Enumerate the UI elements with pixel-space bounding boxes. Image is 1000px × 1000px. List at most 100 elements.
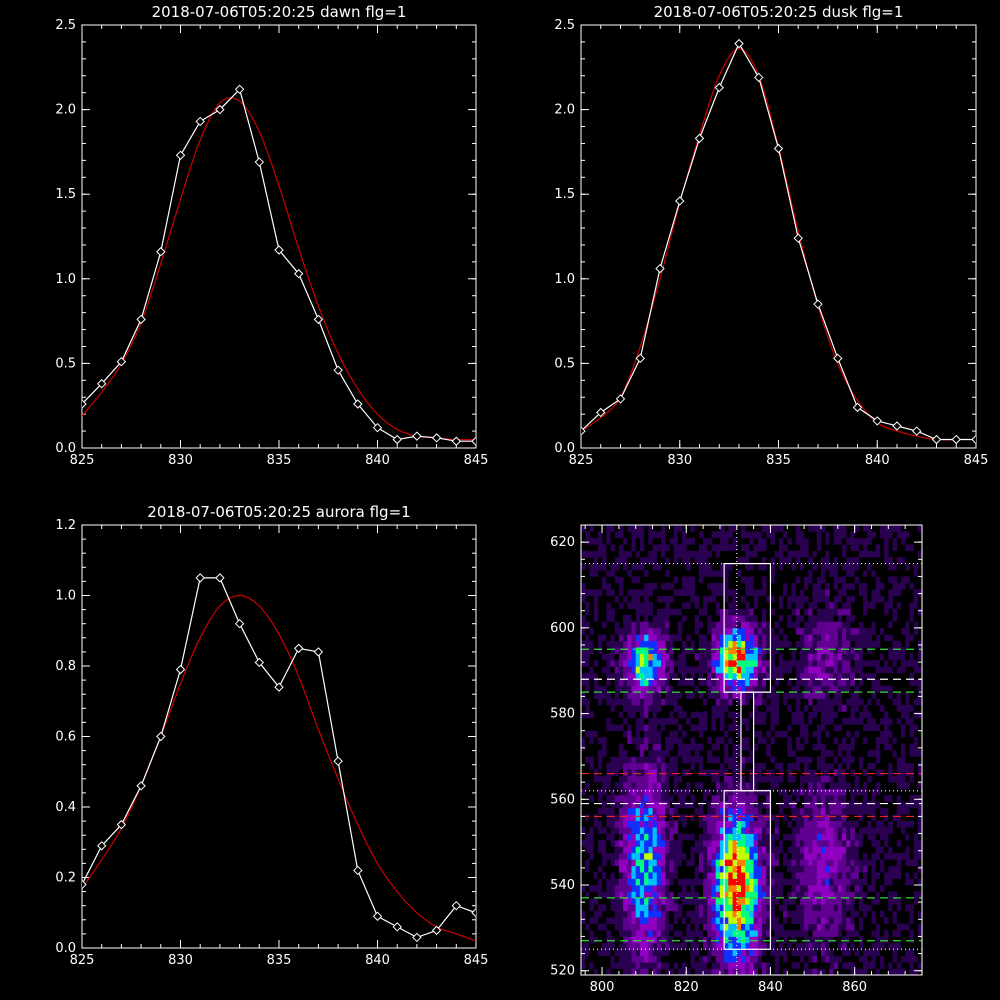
- heatmap-cell: [610, 595, 616, 603]
- heatmap-cell: [715, 666, 721, 674]
- heatmap-cell: [896, 942, 902, 950]
- heatmap-cell: [837, 525, 843, 532]
- heatmap-cell: [888, 865, 893, 873]
- heatmap-cell: [766, 621, 771, 629]
- heatmap-cell: [821, 672, 826, 680]
- heatmap-cell: [791, 949, 797, 957]
- heatmap-cell: [825, 885, 830, 892]
- heatmap-cell: [669, 711, 674, 719]
- heatmap-cell: [715, 627, 721, 635]
- heatmap-cell: [673, 904, 679, 912]
- heatmap-cell: [812, 570, 818, 577]
- heatmap-cell: [602, 891, 607, 899]
- heatmap-cell: [673, 537, 679, 545]
- heatmap-cell: [627, 570, 632, 577]
- heatmap-cell: [610, 807, 616, 815]
- heatmap-cell: [829, 685, 834, 693]
- heatmap-cell: [778, 788, 784, 796]
- heatmap-cell: [606, 627, 611, 635]
- heatmap-cell: [623, 537, 628, 545]
- heatmap-cell: [707, 640, 712, 648]
- heatmap-cell: [745, 930, 750, 937]
- heatmap-cell: [686, 602, 691, 609]
- heatmap-cell: [778, 859, 784, 867]
- heatmap-cell: [909, 872, 914, 879]
- heatmap-cell: [631, 949, 637, 957]
- heatmap-cell: [652, 942, 658, 950]
- heatmap-cell: [812, 653, 818, 661]
- heatmap-cell: [884, 743, 889, 751]
- heatmap-cell: [753, 878, 759, 886]
- heatmap-cell: [728, 743, 733, 751]
- heatmap-cell: [858, 602, 864, 609]
- heatmap-cell: [837, 814, 843, 822]
- heatmap-cell: [682, 833, 687, 841]
- heatmap-cell: [741, 615, 746, 622]
- heatmap-cell: [715, 621, 721, 629]
- heatmap-cell: [884, 762, 889, 770]
- heatmap-cell: [719, 692, 725, 699]
- heatmap-cell: [745, 827, 750, 834]
- heatmap-cell: [610, 525, 616, 532]
- plot-frame: [580, 24, 977, 449]
- heatmap-cell: [816, 923, 822, 931]
- heatmap-cell: [661, 936, 666, 944]
- heatmap-cell: [741, 621, 746, 629]
- heatmap-cell: [863, 942, 868, 950]
- heatmap-cell: [715, 544, 721, 552]
- heatmap-cell: [593, 917, 599, 924]
- heatmap-cell: [639, 640, 645, 648]
- heatmap-cell: [656, 647, 662, 654]
- heatmap-cell: [644, 717, 649, 725]
- heatmap-cell: [593, 666, 599, 674]
- heatmap-cell: [724, 615, 729, 622]
- heatmap-cell: [854, 859, 860, 867]
- heatmap-cell: [854, 531, 860, 539]
- heatmap-cell: [854, 647, 860, 654]
- heatmap-cell: [753, 698, 759, 706]
- heatmap-cell: [766, 872, 771, 879]
- heatmap-cell: [732, 711, 738, 719]
- heatmap-cell: [808, 525, 813, 532]
- heatmap-cell: [816, 531, 822, 539]
- heatmap-cell: [787, 775, 792, 783]
- heatmap-cell: [610, 891, 616, 899]
- heatmap-cell: [694, 730, 700, 738]
- heatmap-cell: [698, 840, 704, 847]
- heatmap-cell: [694, 756, 700, 764]
- heatmap-cell: [732, 692, 738, 699]
- heatmap-cell: [585, 737, 590, 744]
- heatmap-cell: [618, 724, 624, 732]
- heatmap-cell: [597, 750, 603, 757]
- heatmap-cell: [623, 589, 628, 597]
- heatmap-cell: [686, 936, 691, 944]
- heatmap-cell: [661, 878, 666, 886]
- heatmap-cell: [719, 653, 725, 661]
- heatmap-cell: [732, 795, 738, 802]
- heatmap-cell: [715, 698, 721, 706]
- heatmap-cell: [778, 640, 784, 648]
- heatmap-cell: [631, 930, 637, 937]
- heatmap-cell: [871, 852, 877, 860]
- heatmap-cell: [698, 724, 704, 732]
- heatmap-cell: [661, 872, 666, 879]
- heatmap-cell: [778, 923, 784, 931]
- heatmap-cell: [665, 885, 670, 892]
- heatmap-cell: [867, 846, 872, 854]
- heatmap-cell: [618, 762, 624, 770]
- heatmap-cell: [854, 852, 860, 860]
- heatmap-cell: [745, 717, 750, 725]
- heatmap-cell: [597, 634, 603, 642]
- heatmap-cell: [812, 679, 818, 687]
- heatmap-cell: [871, 955, 877, 963]
- heatmap-cell: [821, 769, 826, 777]
- heatmap-cell: [648, 692, 653, 699]
- heatmap-cell: [711, 615, 717, 622]
- heatmap-cell: [913, 968, 919, 976]
- heatmap-cell: [909, 608, 914, 616]
- heatmap-cell: [829, 775, 834, 783]
- heatmap-cell: [825, 962, 830, 969]
- heatmap-cell: [644, 705, 649, 712]
- heatmap-cell: [791, 852, 797, 860]
